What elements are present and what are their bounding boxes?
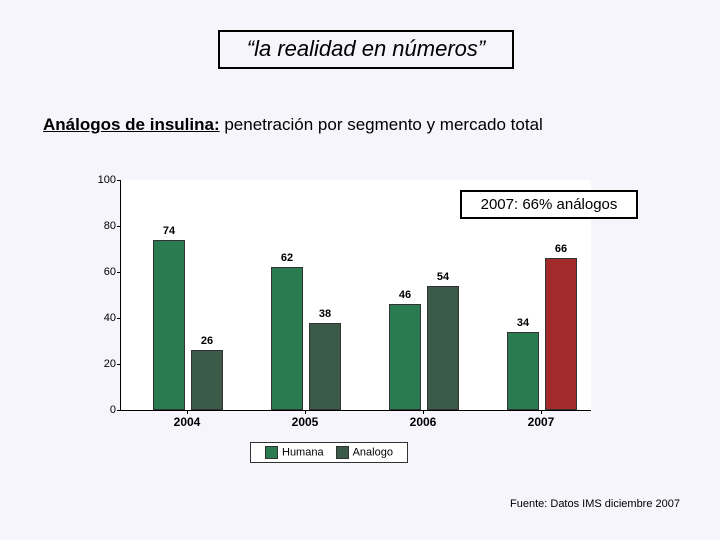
bar-value-label: 54	[427, 271, 459, 283]
x-category-label: 2006	[393, 415, 453, 429]
legend-item: Humana	[265, 446, 324, 459]
slide: “la realidad en números” Análogos de ins…	[0, 0, 720, 540]
y-tick-label: 80	[91, 220, 116, 232]
bar-humana	[389, 304, 421, 410]
x-category-label: 2007	[511, 415, 571, 429]
legend: Humana Analogo	[250, 442, 408, 463]
subtitle-rest: penetración por segmento y mercado total	[220, 115, 543, 134]
y-tick-label: 100	[91, 174, 116, 186]
subtitle-bold: Análogos de insulina:	[43, 115, 220, 134]
legend-label: Analogo	[353, 446, 393, 458]
bar-analogo	[309, 323, 341, 410]
title-box: “la realidad en números”	[218, 30, 514, 69]
legend-swatch	[336, 446, 349, 459]
bar-humana	[271, 267, 303, 410]
bar-value-label: 26	[191, 335, 223, 347]
bar-analogo	[191, 350, 223, 410]
bar-value-label: 62	[271, 252, 303, 264]
legend-label: Humana	[282, 446, 324, 458]
bar-analogo	[545, 258, 577, 410]
source-text: Fuente: Datos IMS diciembre 2007	[510, 498, 680, 510]
bar-analogo	[427, 286, 459, 410]
y-tick-label: 20	[91, 358, 116, 370]
title-text: “la realidad en números”	[247, 36, 485, 61]
x-category-label: 2005	[275, 415, 335, 429]
callout-text: 2007: 66% análogos	[481, 196, 618, 213]
callout-box: 2007: 66% análogos	[460, 190, 638, 219]
y-tick-label: 0	[91, 404, 116, 416]
bar-value-label: 66	[545, 243, 577, 255]
bar-humana	[507, 332, 539, 410]
bar-humana	[153, 240, 185, 410]
legend-item: Analogo	[336, 446, 393, 459]
legend-swatch	[265, 446, 278, 459]
subtitle: Análogos de insulina: penetración por se…	[43, 115, 543, 135]
x-category-label: 2004	[157, 415, 217, 429]
bar-value-label: 34	[507, 317, 539, 329]
bar-value-label: 74	[153, 225, 185, 237]
bar-value-label: 46	[389, 289, 421, 301]
y-tick-label: 60	[91, 266, 116, 278]
bar-value-label: 38	[309, 308, 341, 320]
y-tick-label: 40	[91, 312, 116, 324]
